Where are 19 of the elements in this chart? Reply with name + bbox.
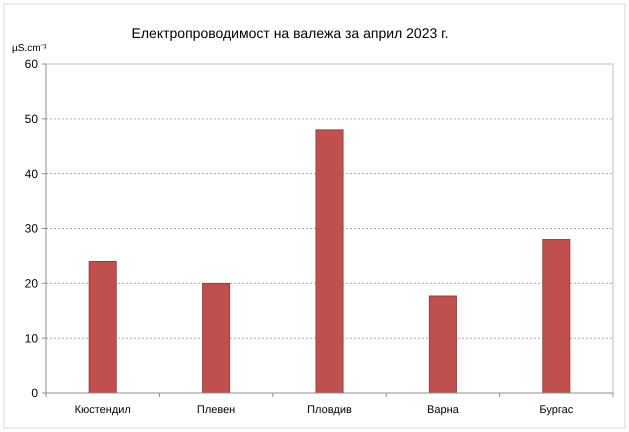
chart-title: Електропроводимост на валежа за април 2023 г.: [132, 25, 448, 41]
y-tick-label: 0: [31, 386, 38, 400]
y-tick-label: 10: [24, 331, 38, 346]
y-tick-label: 50: [24, 112, 38, 126]
bar: [428, 296, 457, 394]
bar: [202, 282, 230, 394]
y-tick-label: 60: [24, 57, 38, 72]
x-tick-label: Кюстендил: [74, 404, 131, 416]
y-tick-label: 30: [24, 222, 38, 236]
x-tick-label: Варна: [427, 404, 460, 416]
bar: [542, 239, 570, 394]
x-tick-label: Бургас: [539, 404, 574, 416]
bar: [88, 261, 117, 394]
y-axis-title: µS.cm⁻¹: [12, 43, 48, 54]
x-tick-label: Плевен: [196, 404, 236, 416]
x-tick-label: Пловдив: [307, 404, 352, 416]
y-tick-label: 40: [24, 166, 38, 181]
bar: [315, 129, 344, 394]
y-tick-label: 20: [24, 276, 38, 291]
